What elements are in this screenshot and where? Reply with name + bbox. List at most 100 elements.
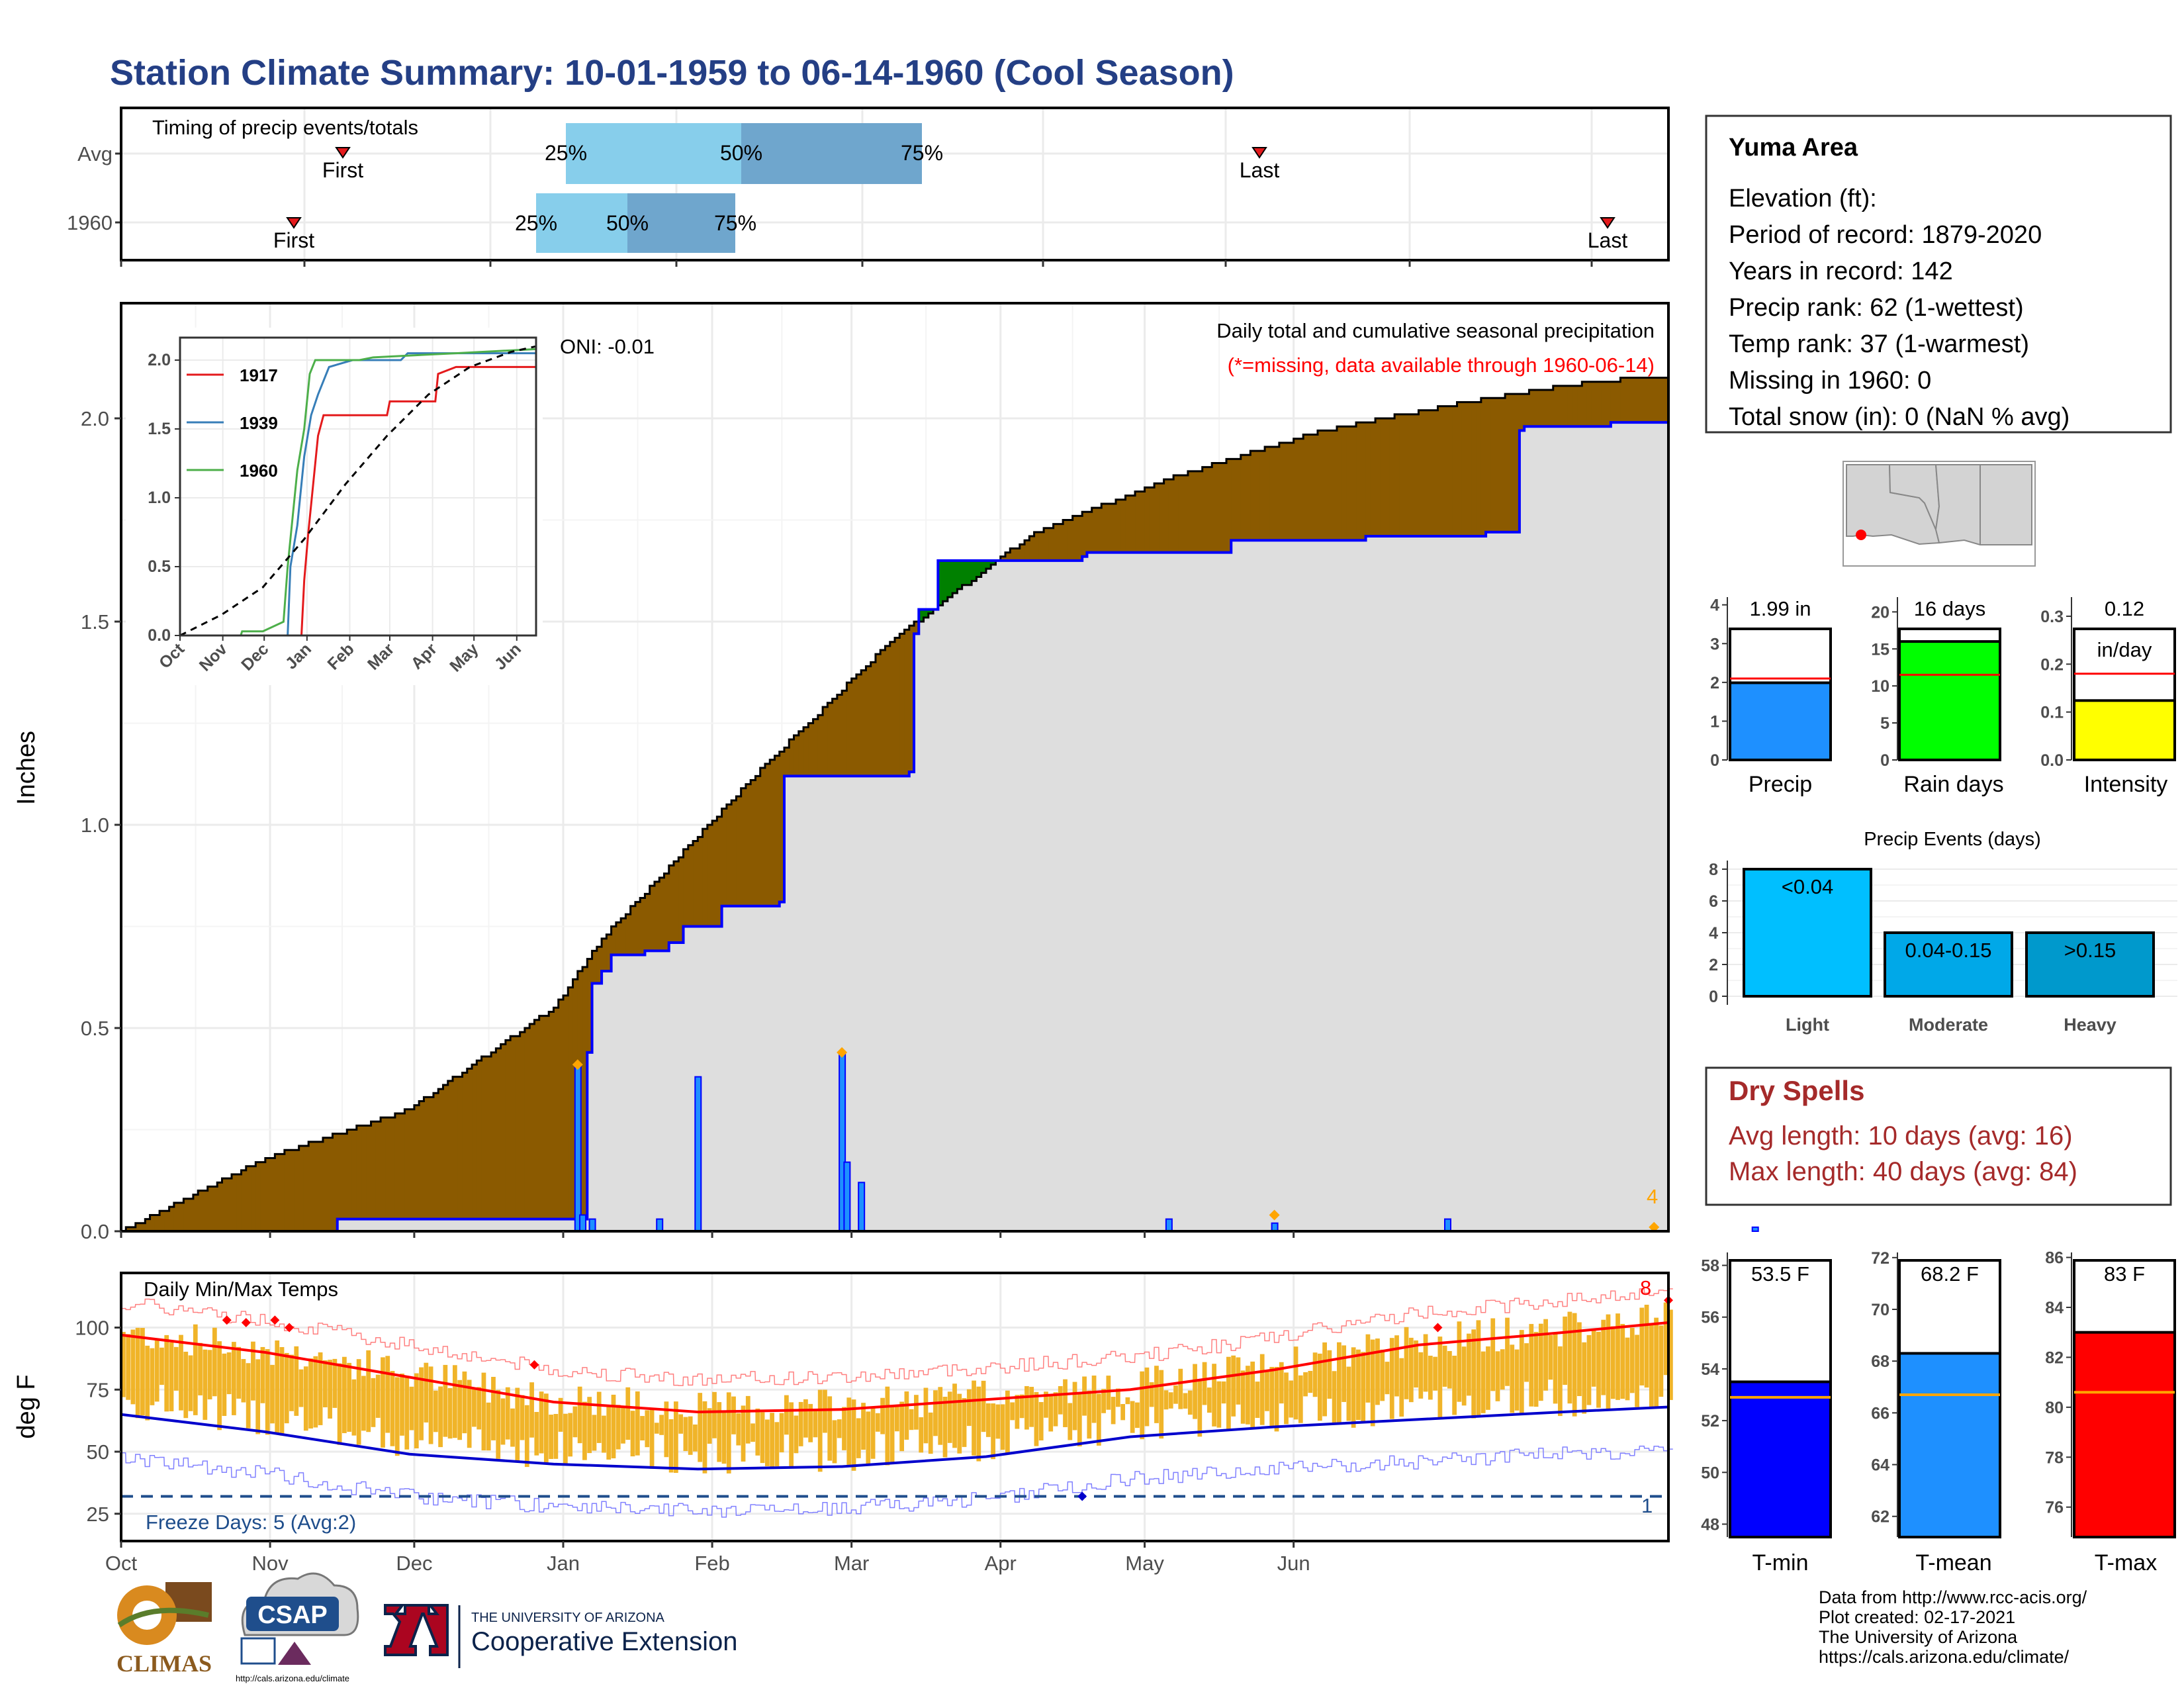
climas-logo: CLIMAS: [116, 1582, 212, 1677]
temp-range-bar: [794, 1415, 799, 1454]
temp-range-bar: [366, 1350, 371, 1432]
event-marker: [572, 1059, 583, 1070]
deficit-segment: [1044, 528, 1049, 561]
temp-range-bar: [1471, 1329, 1477, 1419]
deficit-segment: [477, 1060, 482, 1219]
temp-range-bar: [861, 1403, 866, 1450]
temp-range-bar: [895, 1405, 899, 1432]
temp-range-bar: [1582, 1342, 1587, 1414]
temp-range-bar: [328, 1360, 332, 1419]
avg-p25-label: 25%: [545, 141, 587, 165]
deficit-segment: [1202, 467, 1208, 553]
temp-range-bar: [260, 1346, 265, 1403]
temp-range-bar: [731, 1396, 736, 1434]
deficit-segment: [1173, 475, 1179, 553]
deficit-segment: [817, 715, 823, 776]
deficit-segment: [1572, 385, 1578, 427]
deficit-segment: [453, 1076, 458, 1219]
temp-range-bar: [1591, 1329, 1596, 1387]
daily-precip-bar: [858, 1182, 866, 1232]
precip-ytick-label: 1.5: [81, 610, 109, 633]
deficit-segment: [563, 995, 569, 1219]
temp-range-bar: [135, 1327, 140, 1419]
temp-range-bar: [976, 1386, 981, 1462]
temp-range-bar: [1361, 1352, 1366, 1424]
deficit-segment: [596, 947, 602, 984]
temp-range-bar: [856, 1418, 861, 1458]
deficit-segment: [1428, 410, 1433, 537]
temp-range-bar: [169, 1342, 174, 1411]
temp-range-bar: [779, 1413, 784, 1453]
deficit-segment: [515, 1036, 521, 1219]
temp-bar-ytick-label: 78: [2045, 1448, 2064, 1467]
deficit-segment: [284, 1150, 290, 1231]
inset-ytick-label: 0.5: [148, 557, 171, 576]
temp-range-bar: [1202, 1362, 1207, 1405]
temp-range-bar: [726, 1392, 731, 1474]
temp-range-bar: [1034, 1391, 1039, 1446]
temp-range-bar: [592, 1415, 597, 1451]
deficit-segment: [1068, 520, 1073, 561]
deficit-segment: [505, 1040, 511, 1219]
temp-bar-ytick-label: 54: [1701, 1360, 1719, 1379]
deficit-segment: [496, 1048, 502, 1219]
temp-range-bar: [198, 1342, 203, 1395]
temp-range-bar: [985, 1403, 991, 1437]
deficit-segment: [145, 1219, 151, 1231]
temp-range-bar: [1212, 1364, 1216, 1427]
deficit-segment: [625, 914, 631, 955]
temp-bar-ytick-label: 80: [2045, 1399, 2064, 1417]
temp-range-bar: [1082, 1376, 1087, 1416]
deficit-segment: [303, 1146, 309, 1231]
deficit-segment: [1082, 512, 1088, 557]
temp-range-bar: [635, 1391, 640, 1456]
daily-precip-bar: [694, 1076, 702, 1233]
temp-range-bar: [1024, 1385, 1029, 1430]
temp-range-bar: [1500, 1349, 1505, 1390]
deficit-segment: [789, 739, 795, 776]
temp-ytick-label: 75: [87, 1378, 109, 1401]
summary-ytick-label: 0.2: [2040, 655, 2064, 674]
temp-xtick-label: Dec: [396, 1552, 432, 1575]
temp-range-bar: [390, 1371, 395, 1446]
daily-precip-bar: [579, 1214, 587, 1232]
deficit-segment: [1274, 446, 1280, 541]
summary-value-bar: [1898, 640, 2001, 761]
temp-range-bar: [1163, 1390, 1169, 1410]
deficit-segment: [1048, 528, 1054, 561]
deficit-segment: [246, 1166, 251, 1231]
temp-range-bar: [1226, 1356, 1231, 1431]
temp-range-bar: [1414, 1340, 1418, 1388]
deficit-segment: [289, 1150, 295, 1231]
temp-range-bar: [577, 1386, 582, 1444]
temp-range-bar: [568, 1413, 573, 1457]
temp-range-bar: [270, 1364, 275, 1424]
y1960-first-label: First: [273, 228, 314, 252]
temp-range-bar: [1284, 1372, 1289, 1425]
deficit-segment: [861, 670, 867, 776]
deficit-segment: [1193, 471, 1199, 553]
temp-range-bar: [1072, 1382, 1077, 1430]
deficit-segment: [678, 857, 684, 943]
deficit-segment: [342, 1133, 347, 1219]
station-snow: Total snow (in): 0 (NaN % avg): [1729, 403, 2070, 431]
deficit-segment: [832, 698, 838, 776]
avg-p50-label: 50%: [720, 141, 762, 165]
deficit-segment: [1476, 402, 1482, 537]
temp-range-bar: [1529, 1324, 1534, 1407]
temp-range-bar: [486, 1402, 491, 1451]
deficit-segment: [404, 1109, 410, 1219]
deficit-segment: [126, 1227, 132, 1231]
deficit-segment: [1659, 377, 1664, 423]
temp-range-bar: [938, 1387, 943, 1445]
temp-range-bar: [875, 1413, 880, 1432]
deficit-segment: [294, 1150, 300, 1231]
az-nm-shape: [1934, 464, 2032, 545]
deficit-segment: [1389, 418, 1395, 537]
temp-bar-ytick-label: 76: [2045, 1499, 2064, 1517]
deficit-segment: [1135, 491, 1140, 553]
temp-range-bar: [851, 1399, 856, 1471]
summary-ytick-label: 1: [1710, 712, 1719, 731]
summary-ytick-label: 4: [1710, 596, 1719, 615]
temp-range-bar: [496, 1389, 501, 1459]
